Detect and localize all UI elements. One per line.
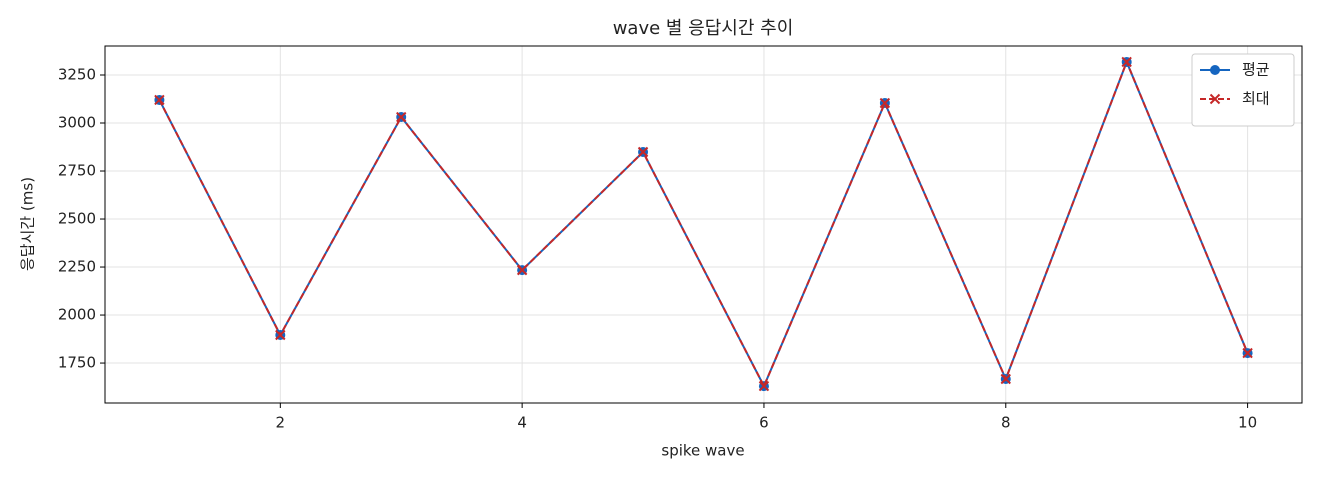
marker [879,97,891,109]
marker-x [396,111,407,123]
marker-x [637,146,649,158]
chart-title: wave 별 응답시간 추이 [613,18,794,39]
marker-x [154,94,165,106]
x-tick-label: 6 [759,414,769,432]
x-tick-label: 4 [517,414,527,432]
marker-x [1209,93,1221,105]
y-tick-label: 2250 [58,258,96,276]
marker [1210,65,1220,75]
marker [1000,373,1011,385]
marker-x [275,329,286,341]
x-tick-label: 2 [276,414,286,432]
marker [516,264,528,276]
marker-x [1121,56,1132,68]
series-line [158,59,1249,389]
marker [275,329,286,341]
y-tick-label: 1750 [58,354,96,372]
y-tick-label: 3000 [58,114,96,132]
y-tick-label: 2000 [58,306,96,324]
marker [1242,347,1253,359]
marker [154,94,165,106]
legend-label: 최대 [1242,90,1270,108]
marker [637,146,649,158]
x-tick-label: 8 [1001,414,1011,432]
y-tick-label: 2750 [58,162,96,180]
marker-x [1242,347,1253,359]
x-axis-label: spike wave [661,442,744,460]
x-tick-label: 10 [1238,414,1257,432]
marker [1121,56,1132,68]
marker-x [758,380,770,392]
marker [1209,93,1221,105]
marker-x [1000,373,1011,385]
plot-frame [104,45,1303,404]
marker-x [879,97,891,109]
marker [758,380,770,392]
y-axis-label: 응답시간 (ms) [19,177,37,271]
y-tick-label: 3250 [58,65,96,83]
marker [396,111,407,123]
y-tick-label: 2500 [58,210,96,228]
marker-x [516,264,528,276]
series-line [158,59,1249,389]
legend-label: 평균 [1242,61,1270,79]
